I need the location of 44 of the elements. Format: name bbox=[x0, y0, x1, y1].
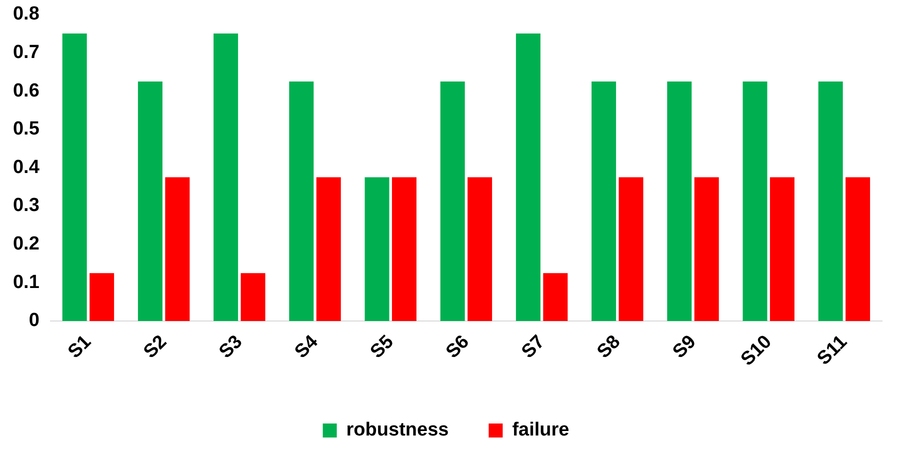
bar bbox=[516, 34, 540, 321]
bar bbox=[846, 177, 870, 321]
bar bbox=[618, 177, 644, 321]
y-tick-label: 0.2 bbox=[12, 234, 40, 255]
bar bbox=[592, 81, 616, 321]
bar bbox=[543, 273, 568, 321]
bar bbox=[742, 81, 768, 321]
bar bbox=[770, 177, 794, 321]
y-tick-label: 0 bbox=[28, 310, 40, 332]
bar bbox=[214, 34, 238, 321]
bar bbox=[694, 177, 719, 321]
x-tick-label: S5 bbox=[366, 331, 398, 363]
y-tick-label: 0.4 bbox=[12, 156, 40, 178]
x-tick-label: S6 bbox=[442, 331, 474, 363]
x-tick-label: S11 bbox=[813, 331, 852, 370]
bar bbox=[289, 81, 314, 321]
x-tick-label: S4 bbox=[290, 331, 323, 363]
bar bbox=[468, 177, 492, 321]
y-tick-label: 0.5 bbox=[12, 118, 40, 140]
bar bbox=[818, 81, 843, 321]
y-tick-label: 0.3 bbox=[12, 195, 40, 216]
bar bbox=[165, 177, 190, 321]
x-tick-label: S9 bbox=[668, 331, 700, 363]
bar bbox=[138, 81, 162, 321]
x-tick-label: S3 bbox=[215, 331, 247, 363]
x-tick-label: S10 bbox=[737, 331, 776, 370]
y-tick-label: 0.8 bbox=[12, 4, 40, 25]
y-tick-label: 0.7 bbox=[12, 42, 40, 63]
bar bbox=[240, 273, 266, 321]
bar bbox=[667, 81, 692, 321]
x-tick-label: S8 bbox=[593, 331, 625, 363]
legend-label: robustness bbox=[346, 420, 449, 441]
bar bbox=[392, 177, 416, 321]
x-tick-label: S1 bbox=[64, 331, 96, 363]
bar bbox=[364, 177, 390, 321]
bar bbox=[440, 81, 465, 321]
x-tick-label: S2 bbox=[140, 331, 172, 363]
legend-label: failure bbox=[512, 420, 570, 441]
y-tick-label: 0.6 bbox=[12, 80, 40, 102]
y-tick-label: 0.1 bbox=[12, 272, 40, 293]
bar bbox=[62, 34, 87, 321]
bar bbox=[90, 273, 114, 321]
x-tick-label: S7 bbox=[518, 331, 550, 363]
bar bbox=[316, 177, 341, 321]
